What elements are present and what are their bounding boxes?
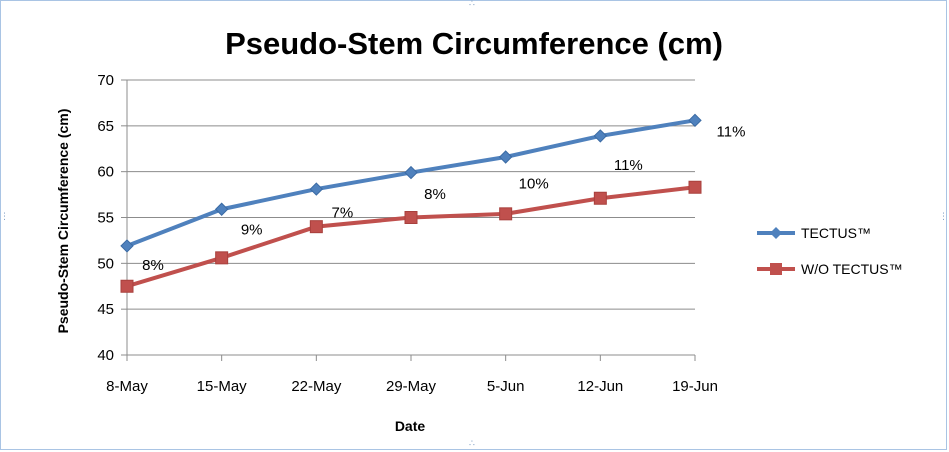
resize-handle-right-icon[interactable]: ⋮: [939, 212, 948, 222]
data-label: 10%: [519, 176, 549, 193]
series-line-2: [126, 185, 696, 289]
data-point-diamond: [688, 113, 702, 128]
resize-handle-top-icon[interactable]: ∴: [469, 0, 475, 9]
x-axis-ticks: 8-May 15-May 22-May 29-May 5-Jun 12-Jun 19-Jun: [106, 355, 718, 395]
y-tick-label: 70: [97, 72, 114, 89]
x-tick-label: 12-Jun: [577, 378, 623, 395]
data-point-square: [688, 180, 702, 194]
legend: TECTUS™ W/O TECTUS™: [757, 225, 903, 277]
series-line-1: [126, 118, 696, 248]
data-labels: 8% 9% 7% 8% 10% 11% 11%: [142, 123, 745, 274]
data-point-diamond: [309, 182, 324, 196]
data-point-square: [593, 191, 607, 205]
x-tick-label: 19-Jun: [672, 378, 718, 395]
y-tick-label: 60: [97, 164, 114, 181]
data-point-diamond: [120, 239, 134, 253]
legend-label-2: W/O TECTUS™: [801, 261, 903, 277]
resize-handle-left-icon[interactable]: ⋮: [0, 212, 9, 222]
data-point-diamond: [498, 150, 513, 164]
data-point-square: [120, 279, 134, 293]
x-tick-label: 29-May: [386, 378, 437, 395]
y-tick-label: 65: [97, 118, 114, 135]
data-point-square: [215, 251, 229, 265]
y-axis-title: Pseudo-Stem Circumference (cm): [55, 109, 71, 334]
x-tick-label: 8-May: [106, 378, 148, 395]
y-axis-ticks: 40 45 50 55 60 65 70: [97, 72, 127, 364]
chart-title: Pseudo-Stem Circumference (cm): [225, 26, 723, 61]
data-point-diamond: [404, 165, 418, 180]
data-label: 8%: [142, 257, 164, 274]
data-label: 11%: [717, 123, 746, 140]
data-label: 11%: [614, 157, 643, 174]
axes: [126, 80, 695, 356]
data-point-diamond: [214, 202, 229, 216]
grid-lines: [127, 79, 695, 310]
data-point-square: [404, 211, 418, 224]
legend-marker-square: [770, 263, 782, 275]
data-point-diamond: [593, 129, 608, 143]
y-tick-label: 55: [97, 210, 114, 227]
data-point-square: [499, 207, 513, 221]
legend-label-1: TECTUS™: [801, 225, 871, 241]
legend-marker-diamond: [770, 227, 782, 239]
y-tick-label: 45: [97, 301, 114, 318]
data-label: 7%: [331, 205, 353, 222]
resize-handle-bottom-icon[interactable]: ∴: [469, 439, 475, 449]
y-tick-label: 40: [97, 347, 114, 364]
series-group: [120, 113, 702, 293]
data-label: 9%: [241, 222, 263, 239]
data-label: 8%: [424, 186, 446, 203]
data-point-square: [309, 220, 323, 234]
x-tick-label: 22-May: [291, 378, 342, 395]
x-tick-label: 5-Jun: [487, 378, 525, 395]
x-axis-title: Date: [395, 418, 426, 434]
x-tick-label: 15-May: [197, 378, 248, 395]
y-tick-label: 50: [97, 255, 114, 272]
